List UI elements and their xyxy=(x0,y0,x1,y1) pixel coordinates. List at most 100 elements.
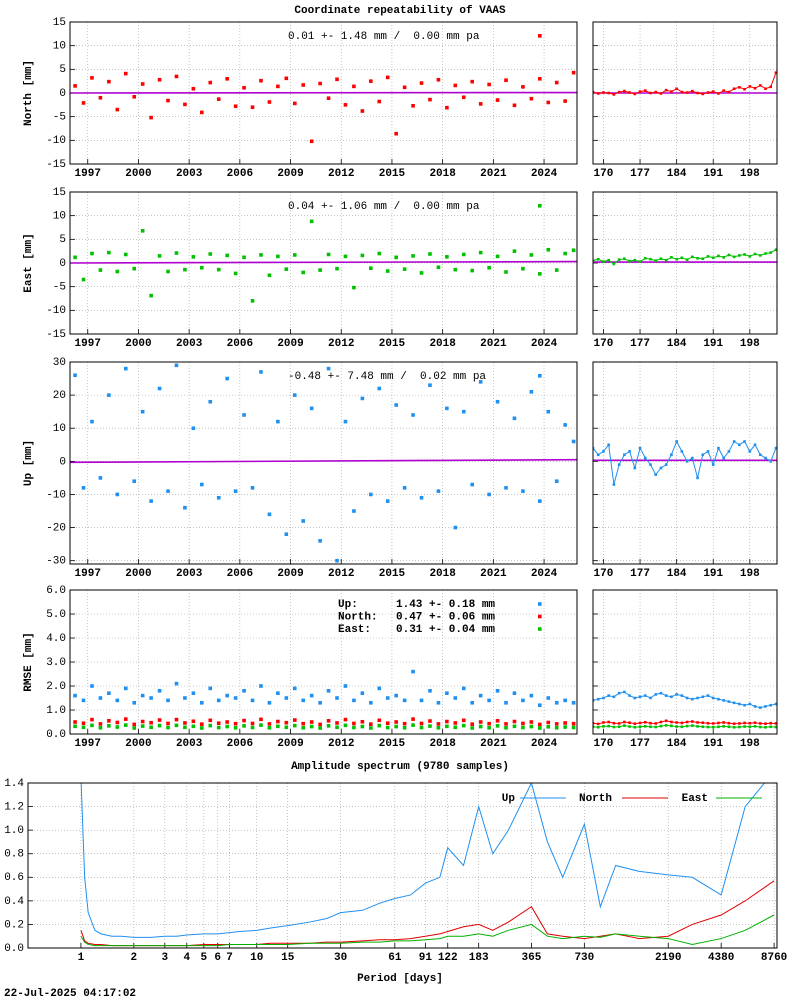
y-tick-label: 10 xyxy=(53,211,66,223)
point xyxy=(769,725,773,729)
x-tick-label: 198 xyxy=(740,338,760,350)
point xyxy=(696,721,699,724)
point xyxy=(602,725,605,728)
point xyxy=(495,689,500,693)
point xyxy=(140,229,145,233)
point xyxy=(233,489,238,493)
point xyxy=(318,726,322,730)
point xyxy=(318,539,322,543)
point xyxy=(633,466,637,470)
point xyxy=(233,696,238,700)
plot-frame xyxy=(592,361,778,565)
point xyxy=(758,453,762,457)
point xyxy=(470,722,475,726)
x-tick-label: 184 xyxy=(667,738,687,750)
point xyxy=(123,71,128,76)
point xyxy=(73,720,77,724)
point xyxy=(81,101,86,105)
point xyxy=(267,273,272,278)
point xyxy=(764,456,767,460)
point xyxy=(512,724,517,729)
point xyxy=(732,440,736,443)
point xyxy=(191,86,196,91)
point xyxy=(722,699,725,702)
point xyxy=(701,721,705,725)
point xyxy=(436,701,441,705)
point xyxy=(326,252,331,257)
legend-marker xyxy=(538,34,542,38)
point xyxy=(81,698,86,703)
point xyxy=(250,725,255,730)
point xyxy=(538,499,542,503)
legend-label: 0.01 +- 1.48 mm / 0.00 mm pa xyxy=(288,31,480,43)
plot-area xyxy=(593,362,777,564)
point xyxy=(411,103,415,108)
point xyxy=(445,724,449,729)
y-tick-label: 10 xyxy=(53,423,66,435)
point xyxy=(546,100,551,105)
point xyxy=(90,684,94,688)
point xyxy=(377,386,382,391)
point xyxy=(309,720,314,724)
point xyxy=(521,698,525,703)
point xyxy=(649,91,652,95)
point xyxy=(706,721,710,725)
point xyxy=(774,248,777,252)
point xyxy=(352,285,356,290)
point xyxy=(512,719,517,724)
legend-value: 0.31 +- 0.04 mm xyxy=(396,624,495,636)
point xyxy=(738,702,741,706)
point xyxy=(191,719,196,724)
point xyxy=(470,701,475,705)
plot-content xyxy=(593,248,777,266)
legend-marker xyxy=(538,204,542,208)
point xyxy=(722,89,725,92)
point xyxy=(717,92,720,95)
point xyxy=(200,701,204,705)
point xyxy=(208,252,213,256)
point xyxy=(411,669,415,674)
point xyxy=(470,482,475,487)
point xyxy=(352,698,356,703)
x-tick-label: 2012 xyxy=(328,738,354,750)
point xyxy=(563,251,567,256)
point xyxy=(738,725,741,729)
point xyxy=(529,724,534,729)
point xyxy=(764,725,767,729)
point xyxy=(191,691,196,695)
point xyxy=(149,725,153,730)
point xyxy=(98,722,103,726)
point xyxy=(571,70,576,75)
point xyxy=(259,78,263,83)
point xyxy=(81,725,86,730)
point xyxy=(649,696,652,700)
point xyxy=(521,85,525,89)
point xyxy=(428,719,432,723)
point xyxy=(326,96,331,101)
point xyxy=(628,259,631,263)
x-tick-label: 2006 xyxy=(227,738,253,750)
y-tick-label: -10 xyxy=(46,489,66,501)
point xyxy=(706,725,710,729)
x-tick-label: 2006 xyxy=(227,568,253,580)
point xyxy=(643,694,647,697)
point xyxy=(326,366,331,371)
point xyxy=(769,721,773,725)
point xyxy=(487,492,491,497)
legend-marker xyxy=(538,614,542,619)
x-tick-label: 2003 xyxy=(176,338,203,350)
legend-label: 0.04 +- 1.06 mm / 0.00 mm pa xyxy=(288,201,480,213)
point xyxy=(743,253,746,256)
point xyxy=(225,77,229,81)
point xyxy=(174,74,179,79)
point xyxy=(521,266,525,271)
point xyxy=(612,262,616,266)
point xyxy=(276,419,280,424)
plot-area xyxy=(28,783,777,948)
plot-frame xyxy=(69,361,578,565)
point xyxy=(554,725,559,730)
point xyxy=(107,724,111,728)
point xyxy=(301,270,306,275)
point xyxy=(335,696,339,700)
point xyxy=(140,719,145,724)
